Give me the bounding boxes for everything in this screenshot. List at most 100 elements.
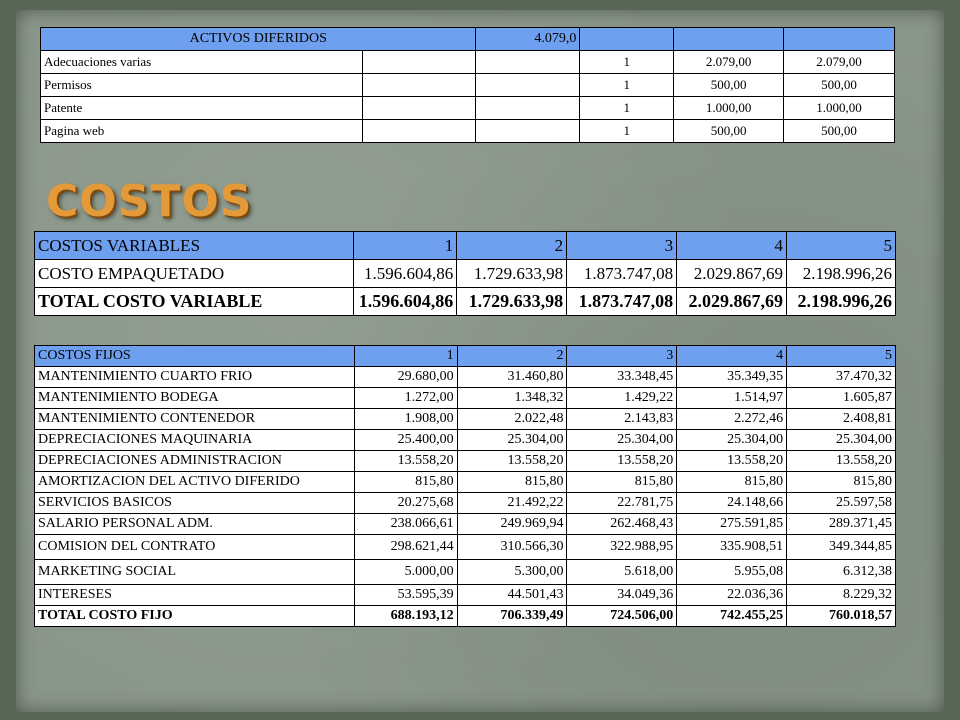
table-cell: 238.066,61 [353,513,458,535]
table-cell [673,27,785,51]
row-label: INTERESES [34,584,355,606]
table-cell [361,119,477,143]
header-total: 4.079,0 [475,27,581,51]
table-cell: 275.591,85 [676,513,788,535]
row-value: 500,00 [783,119,895,143]
row-qty: 1 [579,73,675,97]
table-cell [783,27,895,51]
row-label: COMISION DEL CONTRATO [34,534,355,560]
table-row: Patente 1 1.000,00 1.000,00 [40,96,895,120]
row-label: AMORTIZACION DEL ACTIVO DIFERIDO [34,471,355,493]
row-label: MARKETING SOCIAL [34,559,355,585]
table-cell: 21.492,22 [456,492,568,514]
activos-diferidos-table: ACTIVOS DIFERIDOS 4.079,0 Adecuaciones v… [39,27,895,143]
header-cell: 5 [786,345,896,367]
table-cell: 1.729.633,98 [456,259,568,288]
table-header-row: COSTOS FIJOS 1 2 3 4 5 [34,345,896,367]
table-cell: 1.873.747,08 [566,287,678,316]
row-label: Adecuaciones varias [40,50,363,74]
row-value: 2.079,00 [783,50,895,74]
table-cell [475,119,581,143]
row-value: 500,00 [673,119,785,143]
table-cell: 2.022,48 [456,408,568,430]
row-value: 1.000,00 [783,96,895,120]
table-cell: 13.558,20 [353,450,458,472]
section-title: COSTOS [46,176,253,227]
table-cell: 2.029.867,69 [676,287,788,316]
row-qty: 1 [579,50,675,74]
header-cell: 1 [353,345,458,367]
table-cell [475,73,581,97]
header-cell: 3 [566,231,678,260]
row-label: DEPRECIACIONES MAQUINARIA [34,429,355,451]
table-cell: 34.049,36 [566,584,678,606]
table-cell: 44.501,43 [456,584,568,606]
row-label: TOTAL COSTO FIJO [34,605,355,627]
table-cell: 310.566,30 [456,534,568,560]
table-cell: 1.729.633,98 [456,287,568,316]
table-cell: 2.198.996,26 [786,287,896,316]
row-value: 500,00 [783,73,895,97]
table-cell: 22.036,36 [676,584,788,606]
header-cell: 4 [676,345,788,367]
table-cell: 25.304,00 [566,429,678,451]
table-cell: 298.621,44 [353,534,458,560]
row-label: MANTENIMIENTO BODEGA [34,387,355,409]
table-cell: 815,80 [566,471,678,493]
table-row: DEPRECIACIONES MAQUINARIA 25.400,00 25.3… [34,429,896,451]
table-cell: 262.468,43 [566,513,678,535]
table-cell: 1.908,00 [353,408,458,430]
table-cell: 33.348,45 [566,366,678,388]
table-row: Adecuaciones varias 1 2.079,00 2.079,00 [40,50,895,74]
table-cell: 1.596.604,86 [353,259,458,288]
table-row: INTERESES 53.595,39 44.501,43 34.049,36 … [34,584,896,606]
table-cell: 1.605,87 [786,387,896,409]
table-header-row: COSTOS VARIABLES 1 2 3 4 5 [33,231,896,260]
table-cell: 13.558,20 [676,450,788,472]
header-cell: COSTOS VARIABLES [33,231,355,260]
table-cell: 25.400,00 [353,429,458,451]
table-cell: 5.618,00 [566,559,678,585]
header-cell: 2 [456,345,568,367]
table-cell: 2.272,46 [676,408,788,430]
table-cell: 22.781,75 [566,492,678,514]
table-cell: 1.873.747,08 [566,259,678,288]
row-value: 2.079,00 [673,50,785,74]
header-label: ACTIVOS DIFERIDOS [39,27,477,51]
table-cell: 289.371,45 [786,513,896,535]
table-cell: 24.148,66 [676,492,788,514]
table-cell: 335.908,51 [676,534,788,560]
table-cell: 35.349,35 [676,366,788,388]
row-qty: 1 [579,96,675,120]
table-cell: 1.429,22 [566,387,678,409]
table-header-row: ACTIVOS DIFERIDOS 4.079,0 [39,27,895,51]
table-row: Permisos 1 500,00 500,00 [40,73,895,97]
row-label: Patente [40,96,363,120]
table-cell: 2.143,83 [566,408,678,430]
table-cell: 37.470,32 [786,366,896,388]
table-row: SERVICIOS BASICOS 20.275,68 21.492,22 22… [34,492,896,514]
table-cell: 25.304,00 [786,429,896,451]
header-cell: 5 [786,231,896,260]
table-cell: 2.408,81 [786,408,896,430]
table-cell [475,50,581,74]
table-cell: 25.304,00 [676,429,788,451]
table-cell [475,96,581,120]
row-label: Permisos [40,73,363,97]
row-value: 500,00 [673,73,785,97]
table-cell: 5.000,00 [353,559,458,585]
table-cell: 29.680,00 [353,366,458,388]
row-label: COSTO EMPAQUETADO [33,259,355,288]
table-row: MANTENIMIENTO CONTENEDOR 1.908,00 2.022,… [34,408,896,430]
table-cell: 815,80 [456,471,568,493]
header-cell: 1 [353,231,458,260]
header-cell: 2 [456,231,568,260]
table-row: Pagina web 1 500,00 500,00 [40,119,895,143]
table-row: COMISION DEL CONTRATO 298.621,44 310.566… [34,534,896,560]
row-value: 1.000,00 [673,96,785,120]
row-label: MANTENIMIENTO CUARTO FRIO [34,366,355,388]
table-row: DEPRECIACIONES ADMINISTRACION 13.558,20 … [34,450,896,472]
table-cell: 6.312,38 [786,559,896,585]
table-cell [579,27,675,51]
costos-variables-table: COSTOS VARIABLES 1 2 3 4 5 COSTO EMPAQUE… [33,231,896,316]
